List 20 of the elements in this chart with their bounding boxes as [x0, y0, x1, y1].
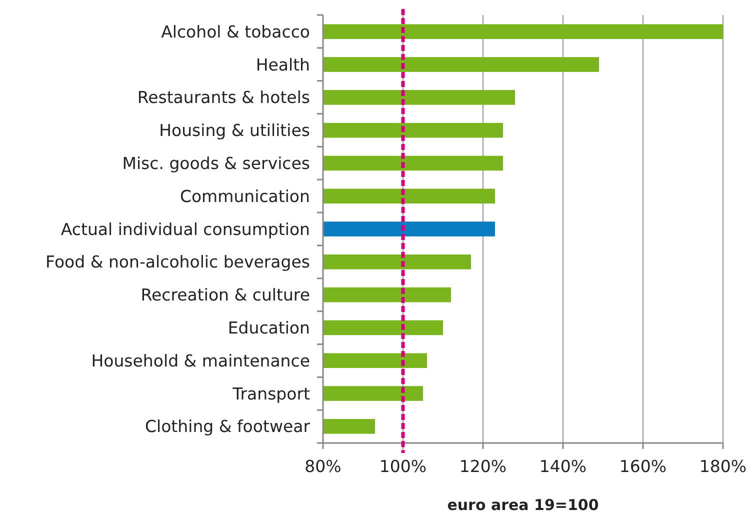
- x-tick-label: 180%: [699, 457, 747, 476]
- x-tick-label: 120%: [459, 457, 507, 476]
- y-tick-label: Actual individual consumption: [60, 220, 310, 239]
- y-tick-label: Communication: [180, 186, 310, 206]
- y-tick-label: Health: [256, 55, 310, 74]
- y-tick-label: Housing & utilities: [159, 121, 310, 140]
- y-tick-label: Recreation & culture: [140, 286, 310, 305]
- x-axis-title: euro area 19=100: [447, 496, 599, 514]
- y-tick-label: Food & non-alcoholic beverages: [46, 252, 310, 272]
- x-tick-label: 100%: [379, 457, 427, 476]
- x-tick-label: 160%: [619, 457, 667, 476]
- y-tick-label: Clothing & footwear: [144, 417, 310, 436]
- y-tick-label: Restaurants & hotels: [137, 88, 310, 108]
- y-tick-label: Alcohol & tobacco: [161, 22, 310, 42]
- x-tick-label: 140%: [539, 457, 587, 476]
- y-tick-label: Education: [228, 318, 310, 338]
- x-tick-label: 80%: [304, 457, 342, 476]
- y-tick-label: Household & maintenance: [91, 351, 310, 370]
- y-tick-label: Transport: [232, 384, 311, 404]
- y-tick-label: Misc. goods & services: [122, 154, 310, 173]
